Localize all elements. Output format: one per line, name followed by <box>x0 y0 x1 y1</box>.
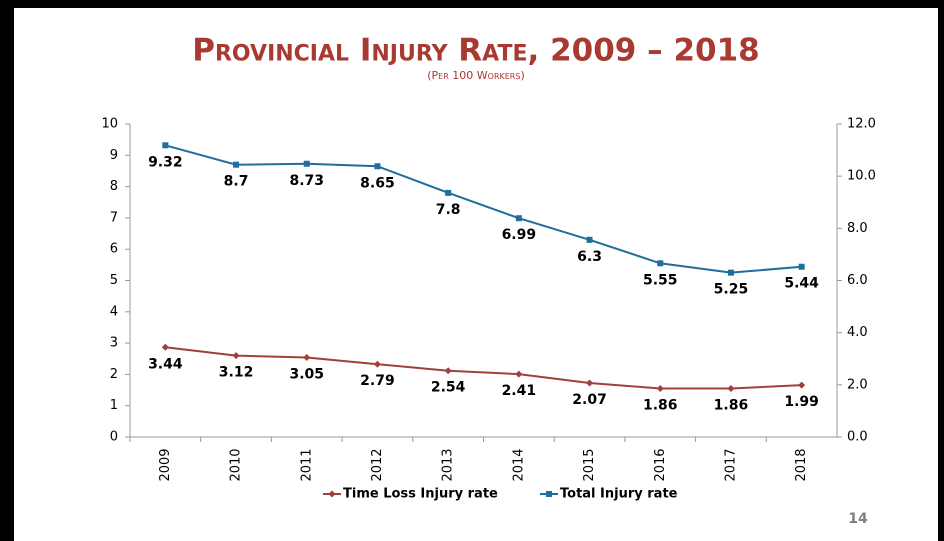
data-point <box>515 215 522 222</box>
data-label: 2.54 <box>431 380 466 396</box>
data-label: 5.55 <box>643 272 678 288</box>
legend-marker <box>328 490 336 498</box>
y-tick-label: 3 <box>110 336 118 351</box>
slide-background <box>14 8 938 541</box>
y-tick-label: 2 <box>110 367 118 382</box>
data-point <box>233 161 240 168</box>
data-label: 8.7 <box>224 174 249 190</box>
page-number: 14 <box>848 511 868 527</box>
y2-tick-label: 10.0 <box>847 169 876 184</box>
data-point <box>586 379 594 387</box>
data-label: 8.65 <box>360 175 395 191</box>
data-label: 2.79 <box>360 373 395 389</box>
y-tick-label: 9 <box>110 148 118 163</box>
data-point <box>162 142 169 149</box>
x-tick-label: 2015 <box>582 448 597 481</box>
legend-label: Time Loss Injury rate <box>343 487 498 502</box>
y-tick-label: 7 <box>110 210 118 225</box>
y2-tick-label: 2.0 <box>847 377 868 392</box>
legend-label: Total Injury rate <box>560 487 678 502</box>
data-point <box>515 370 523 378</box>
x-tick-label: 2018 <box>794 448 809 481</box>
y-tick-label: 1 <box>110 398 118 413</box>
x-tick-label: 2010 <box>229 448 244 481</box>
data-label: 2.41 <box>502 383 537 399</box>
data-point <box>586 236 593 243</box>
data-point <box>727 269 734 276</box>
x-tick-label: 2011 <box>299 448 314 481</box>
data-label: 3.12 <box>219 365 254 381</box>
data-point <box>444 367 452 375</box>
data-label: 2.07 <box>572 392 607 408</box>
data-label: 5.25 <box>714 282 749 298</box>
y2-tick-label: 0.0 <box>847 430 868 445</box>
data-point <box>373 360 381 368</box>
data-point <box>656 384 664 392</box>
y-tick-label: 0 <box>110 430 118 445</box>
series-line <box>165 144 802 274</box>
x-tick-label: 2009 <box>158 448 173 481</box>
data-label: 6.99 <box>502 227 537 243</box>
data-point <box>374 163 381 170</box>
data-label: 8.73 <box>289 173 324 189</box>
y-tick-label: 5 <box>110 273 118 288</box>
data-point <box>303 353 311 361</box>
data-point <box>727 384 735 392</box>
y2-tick-label: 8.0 <box>847 221 868 236</box>
x-tick-label: 2012 <box>370 448 385 481</box>
y2-tick-label: 4.0 <box>847 325 868 340</box>
data-label: 1.86 <box>714 397 749 413</box>
legend-marker <box>546 491 552 497</box>
data-label: 6.3 <box>577 249 602 265</box>
data-label: 7.8 <box>436 202 461 218</box>
series-line <box>165 346 802 390</box>
y2-tick-label: 6.0 <box>847 273 868 288</box>
y2-tick-label: 12.0 <box>847 117 876 132</box>
data-point <box>161 343 169 351</box>
data-point <box>232 352 240 360</box>
x-tick-label: 2014 <box>511 448 526 481</box>
x-tick-label: 2013 <box>441 448 456 481</box>
data-label: 3.44 <box>148 356 183 372</box>
y-tick-label: 8 <box>110 179 118 194</box>
data-point <box>445 189 452 196</box>
data-label: 5.44 <box>784 276 819 292</box>
data-label: 3.05 <box>289 366 324 382</box>
data-label: 9.32 <box>148 154 183 170</box>
data-label: 1.86 <box>643 397 678 413</box>
y-tick-label: 4 <box>110 304 118 319</box>
data-point <box>657 260 664 267</box>
chart-title: Provincial Injury Rate, 2009 – 2018 <box>192 33 759 69</box>
y-tick-label: 10 <box>101 117 118 132</box>
data-point <box>798 381 806 389</box>
chart-subtitle: (Per 100 Workers) <box>427 69 525 82</box>
x-tick-label: 2016 <box>653 448 668 481</box>
data-point <box>303 160 310 167</box>
x-tick-label: 2017 <box>723 448 738 481</box>
data-point <box>798 263 805 270</box>
y-tick-label: 6 <box>110 242 118 257</box>
data-label: 1.99 <box>784 394 819 410</box>
